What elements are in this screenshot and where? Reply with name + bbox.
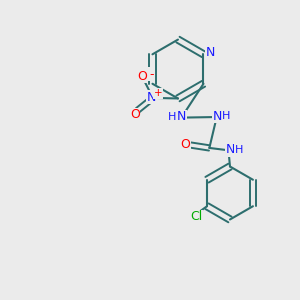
Text: O: O: [130, 109, 140, 122]
Text: N: N: [147, 91, 156, 104]
Text: N: N: [205, 46, 214, 59]
Text: O: O: [181, 138, 190, 151]
Text: +: +: [154, 88, 163, 98]
Text: Cl: Cl: [190, 210, 202, 223]
Text: H: H: [222, 111, 231, 121]
Text: N: N: [225, 143, 235, 156]
Text: H: H: [168, 112, 177, 122]
Text: -: -: [149, 68, 153, 81]
Text: N: N: [177, 110, 186, 123]
Text: N: N: [213, 110, 222, 123]
Text: H: H: [235, 145, 243, 155]
Text: O: O: [137, 70, 147, 83]
